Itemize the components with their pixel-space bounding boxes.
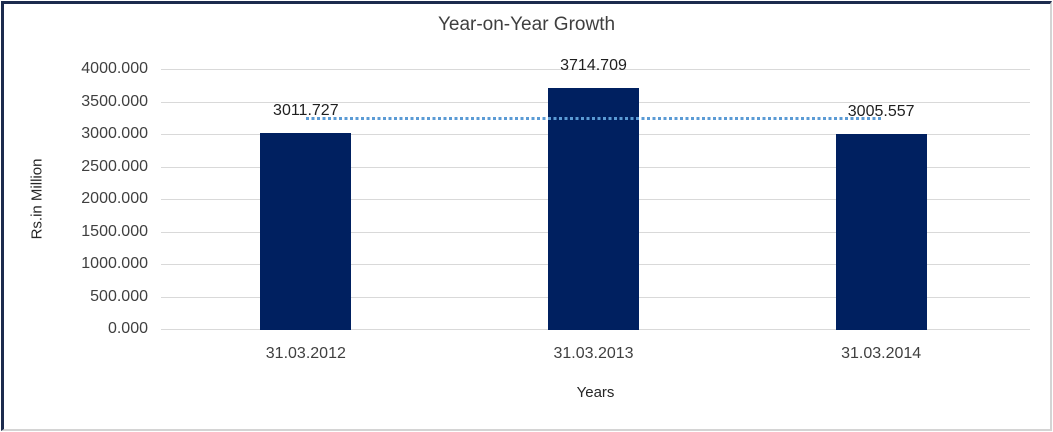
y-tick-label: 4000.000 [81,60,148,77]
x-tick-label: 31.03.2014 [841,345,922,362]
bar-value-label: 3011.727 [273,102,339,120]
y-tick-label: 3000.000 [81,125,148,142]
y-tick-label: 3500.000 [81,92,148,110]
x-tick-label: 31.03.2012 [265,345,346,362]
gridline [161,69,1030,70]
y-tick-label: 0.000 [107,320,148,337]
trendline [305,116,882,120]
y-tick-label: 1000.000 [81,255,148,272]
bar [260,133,352,330]
x-axis-title: Years [576,384,615,401]
bar [835,133,927,330]
bar-value-label: 3005.557 [847,102,915,120]
y-tick-label: 2500.000 [81,157,148,175]
y-tick-label: 2000.000 [81,190,148,207]
y-tick-label: 1500.000 [81,222,148,240]
x-tick-label: 31.03.2013 [553,345,634,362]
bar-value-label: 3714.709 [560,56,627,74]
y-tick-label: 500.000 [90,287,148,305]
chart-title: Year-on-Year Growth [437,14,616,35]
bar [548,87,639,330]
